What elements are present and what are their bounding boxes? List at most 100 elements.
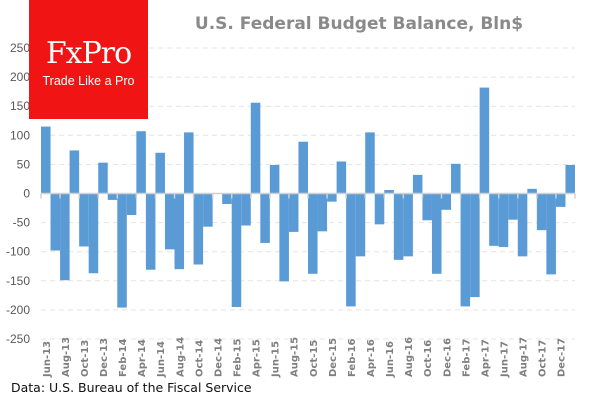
x-tick-label: Dec-15	[328, 338, 339, 377]
bar-Sep-14	[184, 132, 194, 194]
x-tick-label: Aug-15	[290, 337, 301, 377]
bar-Mar-17	[470, 193, 480, 298]
bar-Jul-17	[508, 193, 518, 220]
chart-title: U.S. Federal Budget Balance, Bln$	[195, 14, 523, 34]
y-tick-label: 150	[10, 99, 30, 113]
bar-May-16	[374, 193, 385, 225]
bar-Feb-15	[231, 193, 242, 307]
bar-Nov-16	[431, 193, 442, 274]
y-tick-label: -50	[13, 216, 31, 230]
logo-brand-name: FxPro	[45, 36, 132, 71]
x-tick-label: Feb-16	[347, 339, 358, 377]
bar-Jun-16	[384, 190, 394, 194]
bar-Aug-13	[60, 193, 70, 281]
x-tick-label: Dec-14	[213, 338, 224, 377]
x-tick-label: Feb-17	[461, 339, 472, 377]
bar-Mar-14	[126, 193, 137, 216]
x-tick-label: Oct-17	[538, 340, 549, 377]
x-tick-label: Oct-15	[309, 340, 320, 377]
bar-Jul-16	[393, 193, 404, 260]
y-tick-label: 100	[10, 128, 30, 142]
bar-Jul-15	[279, 193, 289, 282]
y-tick-label: 0	[23, 187, 30, 201]
bar-Dec-13	[98, 162, 108, 194]
bar-Nov-15	[317, 193, 328, 232]
bar-Mar-15	[241, 193, 251, 226]
x-tick-label: Apr-15	[252, 339, 263, 377]
x-tick-label: Dec-16	[442, 338, 453, 377]
bar-Dec-16	[441, 193, 452, 210]
x-tick-label: Aug-13	[61, 337, 72, 377]
x-tick-label: Dec-13	[99, 338, 110, 377]
bars	[41, 87, 575, 308]
data-source-note: Data: U.S. Bureau of the Fiscal Service	[11, 380, 252, 395]
bar-Jan-15	[222, 193, 232, 204]
y-tick-label: 50	[17, 157, 31, 171]
bar-Nov-13	[88, 193, 99, 274]
x-axis	[40, 192, 576, 199]
x-tick-label: Aug-16	[404, 337, 415, 377]
bar-Dec-15	[327, 193, 337, 202]
x-tick-label: Jun-13	[42, 341, 53, 378]
bar-Oct-15	[308, 193, 318, 274]
y-axis-ticks: 250 200 150 100 50 0 -50 -100 -150 -200 -250	[6, 41, 30, 346]
bar-Jan-18	[565, 164, 575, 194]
bar-Jul-13	[50, 193, 61, 251]
y-tick-label: -250	[6, 332, 30, 346]
bar-Aug-16	[403, 193, 413, 257]
bar-May-14	[145, 193, 156, 270]
x-tick-label: Jun-17	[499, 341, 510, 378]
bar-Aug-15	[288, 193, 299, 232]
x-tick-label: Oct-16	[423, 340, 434, 377]
y-tick-label: -200	[6, 303, 30, 317]
fxpro-logo: FxPro Trade Like a Pro	[29, 0, 148, 119]
bar-Sep-13	[69, 150, 80, 194]
x-tick-label: Aug-17	[519, 337, 530, 377]
x-tick-label: Jun-15	[271, 341, 282, 378]
y-tick-label: 250	[10, 41, 30, 55]
bar-Jan-14	[107, 193, 118, 200]
bar-Sep-15	[298, 141, 308, 194]
bar-Dec-17	[555, 193, 566, 207]
x-tick-label: Feb-15	[232, 339, 243, 377]
x-tick-label: Apr-16	[366, 339, 377, 377]
bar-Apr-14	[136, 131, 146, 194]
bar-Jan-16	[336, 161, 347, 194]
bar-Apr-15	[250, 102, 261, 194]
bar-Mar-16	[355, 193, 366, 257]
logo-tagline: Trade Like a Pro	[42, 74, 135, 88]
bar-Oct-17	[536, 193, 547, 231]
x-tick-label: Oct-14	[194, 340, 205, 377]
x-tick-label: Oct-13	[80, 340, 91, 377]
x-tick-label: Apr-17	[480, 339, 491, 377]
x-tick-label: Feb-14	[118, 339, 129, 377]
bar-Jun-17	[498, 193, 509, 248]
bar-May-15	[260, 193, 270, 243]
y-tick-label: -100	[6, 245, 30, 259]
bar-Apr-16	[365, 132, 375, 194]
bar-Nov-17	[546, 193, 556, 275]
y-tick-label: -150	[6, 274, 30, 288]
bar-Oct-16	[422, 193, 432, 221]
bar-Sep-17	[527, 188, 537, 194]
x-tick-label: Aug-14	[175, 337, 186, 377]
bar-Feb-17	[460, 193, 471, 307]
x-tick-label: Dec-17	[557, 338, 568, 377]
bar-Aug-17	[517, 193, 528, 257]
bar-Nov-14	[203, 193, 213, 227]
bar-Oct-13	[79, 193, 89, 247]
bar-Jun-14	[155, 152, 165, 194]
bar-Feb-14	[117, 193, 127, 308]
x-tick-label: Jun-14	[156, 341, 167, 378]
x-axis-ticks: Jun-13 Aug-13 Oct-13 Dec-13 Feb-14 Apr-14 Jun-…	[42, 337, 568, 378]
bar-Jun-13	[41, 126, 51, 194]
bar-Feb-16	[346, 193, 356, 307]
bar-May-17	[489, 193, 499, 246]
x-tick-label: Jun-16	[385, 341, 396, 378]
bar-Jun-15	[269, 164, 280, 194]
bar-Sep-16	[412, 174, 423, 194]
bar-Apr-17	[479, 87, 490, 194]
bar-Jul-14	[164, 193, 175, 250]
bar-Oct-14	[193, 193, 204, 265]
